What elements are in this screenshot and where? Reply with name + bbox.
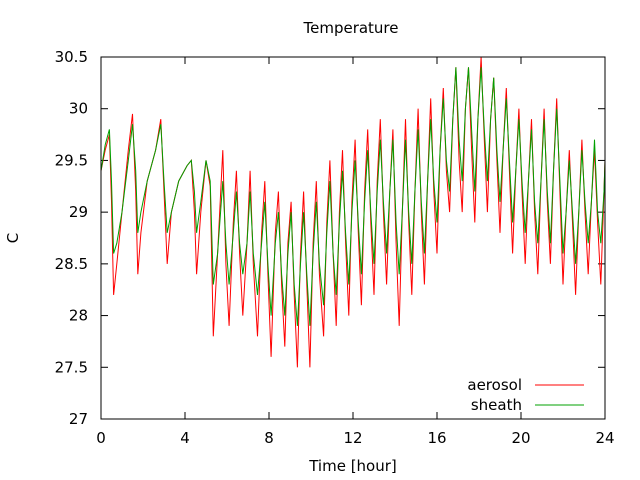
x-axis-label: Time [hour]: [308, 457, 397, 475]
y-tick-label: 27.5: [55, 358, 88, 376]
x-tick-label: 8: [264, 429, 274, 447]
y-axis-label: C: [4, 233, 22, 243]
series-layer: [100, 56, 606, 368]
x-tick-label: 20: [511, 429, 530, 447]
x-tick-label: 4: [180, 429, 190, 447]
plot-frame: [100, 56, 606, 420]
y-tick-label: 29: [69, 203, 88, 221]
y-tick-label: 27: [69, 410, 88, 428]
x-tick-label: 0: [96, 429, 106, 447]
x-tick-label: 24: [595, 429, 614, 447]
x-tick-label: 16: [427, 429, 446, 447]
legend: aerosol sheath: [467, 376, 584, 414]
legend-label-sheath: sheath: [471, 396, 522, 414]
chart-title: Temperature: [302, 19, 398, 37]
y-tick-label: 28.5: [55, 255, 88, 273]
series-line-sheath: [100, 67, 606, 326]
legend-label-aerosol: aerosol: [467, 376, 522, 394]
y-tick-label: 28: [69, 307, 88, 325]
x-tick-label: 12: [343, 429, 362, 447]
y-tick-label: 29.5: [55, 151, 88, 169]
y-tick-label: 30.5: [55, 48, 88, 66]
y-tick-label: 30: [69, 100, 88, 118]
